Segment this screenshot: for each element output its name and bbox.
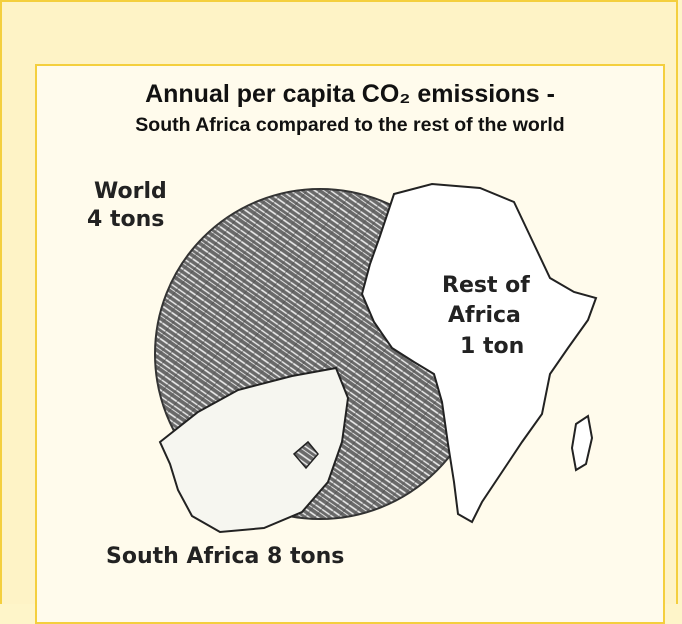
africa-shape xyxy=(360,182,598,524)
south-africa-label: South Africa 8 tons xyxy=(106,544,344,569)
world-label: World xyxy=(94,179,167,204)
south-africa-shape xyxy=(158,366,350,534)
world-label: 4 tons xyxy=(87,207,164,232)
lesotho-shape xyxy=(292,440,319,470)
madagascar-shape xyxy=(570,414,594,472)
illustration: World 4 tons Rest of Africa 1 ton South … xyxy=(87,179,598,569)
rest-of-africa-label: 1 ton xyxy=(460,334,524,359)
title: Annual per capita CO₂ emissions - xyxy=(145,80,555,108)
rest-of-africa-label: Africa xyxy=(448,303,521,328)
rest-of-africa-label: Rest of xyxy=(442,273,530,298)
subtitle: South Africa compared to the rest of the… xyxy=(135,114,565,136)
